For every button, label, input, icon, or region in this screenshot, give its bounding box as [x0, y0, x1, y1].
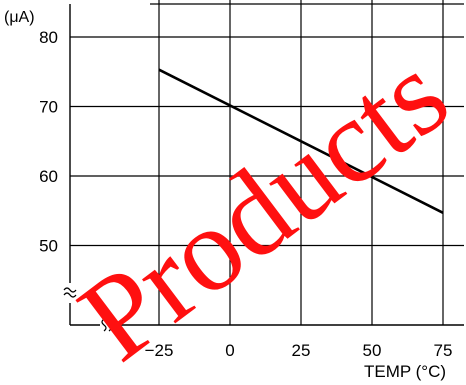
x-tick-label-3: 50 [363, 341, 382, 360]
plot-frame [69, 4, 464, 326]
watermark: Products [56, 27, 466, 385]
series-line-0 [158, 68, 444, 214]
y-tick-labels: 80 70 60 50 [39, 28, 58, 256]
x-tick-label-0: −25 [145, 341, 174, 360]
x-tick-label-1: 0 [225, 341, 234, 360]
series-layer [158, 68, 444, 214]
x-tick-label-4: 75 [434, 341, 453, 360]
y-axis-break-stroke-1 [63, 292, 77, 298]
x-axis-break-stroke-1 [106, 318, 112, 332]
x-axis-label: TEMP (°C) [364, 362, 446, 381]
y-tick-label-1: 70 [39, 98, 58, 117]
x-tick-labels: −25 0 25 50 75 [145, 341, 453, 360]
y-tick-label-2: 60 [39, 167, 58, 186]
axis-break-marks [63, 287, 112, 332]
y-axis-break-stroke-0 [63, 287, 77, 293]
x-axis-break-stroke-0 [101, 318, 107, 332]
y-tick-label-0: 80 [39, 28, 58, 47]
x-tick-label-2: 25 [292, 341, 311, 360]
y-tick-label-3: 50 [39, 237, 58, 256]
y-unit-label: (μA) [4, 9, 35, 26]
grid [70, 0, 464, 325]
x-axis-break [101, 318, 112, 332]
watermark-text: Products [56, 27, 466, 385]
y-axis-break [63, 287, 77, 298]
